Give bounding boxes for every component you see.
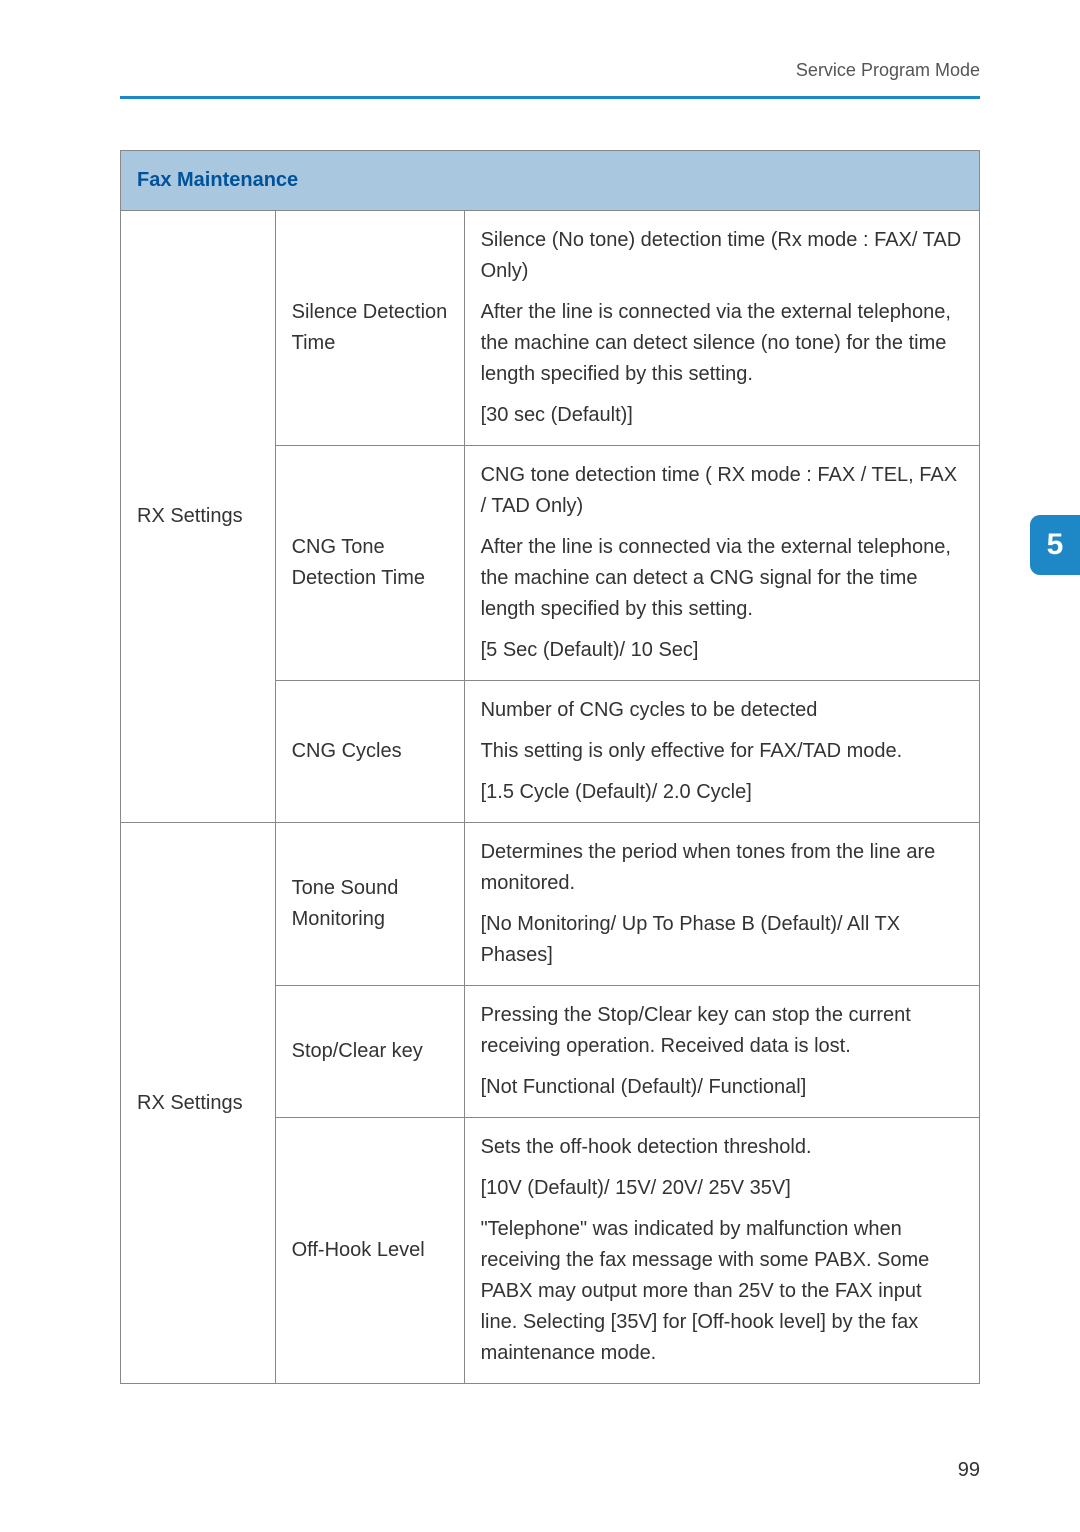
desc-para: After the line is connected via the exte… <box>481 297 963 390</box>
desc-para: [30 sec (Default)] <box>481 400 963 431</box>
desc-para: [No Monitoring/ Up To Phase B (Default)/… <box>481 909 963 971</box>
setting-desc: CNG tone detection time ( RX mode : FAX … <box>464 446 979 681</box>
header-rule <box>120 96 980 99</box>
section-title: Fax Maintenance <box>121 151 980 211</box>
setting-name: Stop/Clear key <box>275 986 464 1118</box>
setting-desc: Pressing the Stop/Clear key can stop the… <box>464 986 979 1118</box>
desc-para: [Not Functional (Default)/ Functional] <box>481 1072 963 1103</box>
setting-desc: Determines the period when tones from th… <box>464 823 979 986</box>
group-label: RX Settings <box>121 211 276 823</box>
setting-desc: Silence (No tone) detection time (Rx mod… <box>464 211 979 446</box>
desc-para: CNG tone detection time ( RX mode : FAX … <box>481 460 963 522</box>
desc-para: [5 Sec (Default)/ 10 Sec] <box>481 635 963 666</box>
desc-para: Silence (No tone) detection time (Rx mod… <box>481 225 963 287</box>
desc-para: Determines the period when tones from th… <box>481 837 963 899</box>
setting-name: Off-Hook Level <box>275 1118 464 1384</box>
setting-name: Silence Detection Time <box>275 211 464 446</box>
setting-name: CNG Cycles <box>275 681 464 823</box>
header-text: Service Program Mode <box>796 60 980 81</box>
desc-para: Number of CNG cycles to be detected <box>481 695 963 726</box>
desc-para: Pressing the Stop/Clear key can stop the… <box>481 1000 963 1062</box>
setting-name: Tone Sound Monitoring <box>275 823 464 986</box>
section-tab: 5 <box>1030 515 1080 575</box>
desc-para: Sets the off-hook detection threshold. <box>481 1132 963 1163</box>
desc-para: [10V (Default)/ 15V/ 20V/ 25V 35V] <box>481 1173 963 1204</box>
setting-desc: Number of CNG cycles to be detected This… <box>464 681 979 823</box>
group-label: RX Settings <box>121 823 276 1384</box>
page-number: 99 <box>958 1459 980 1482</box>
setting-name: CNG Tone Detection Time <box>275 446 464 681</box>
desc-para: This setting is only effective for FAX/T… <box>481 736 963 767</box>
desc-para: "Telephone" was indicated by malfunction… <box>481 1214 963 1369</box>
desc-para: [1.5 Cycle (Default)/ 2.0 Cycle] <box>481 777 963 808</box>
fax-maintenance-table: Fax Maintenance RX Settings Silence Dete… <box>120 150 980 1384</box>
setting-desc: Sets the off-hook detection threshold. [… <box>464 1118 979 1384</box>
desc-para: After the line is connected via the exte… <box>481 532 963 625</box>
